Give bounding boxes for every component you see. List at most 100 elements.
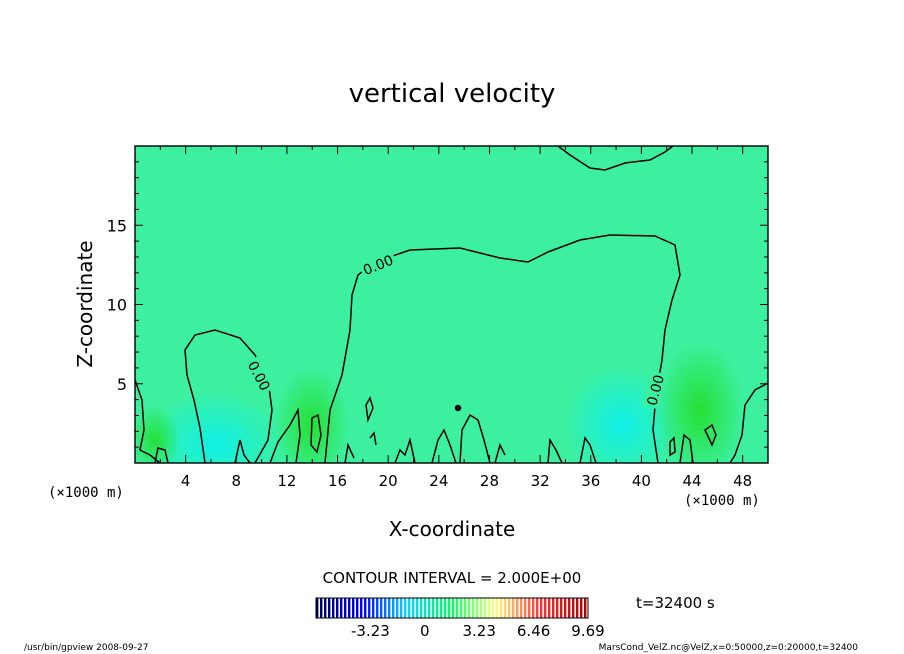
colorbar-cell <box>324 598 327 618</box>
contour-top-right <box>557 146 674 171</box>
x-axis-ticks: 4 8 12 16 20 24 28 32 36 40 44 48 <box>159 146 752 490</box>
x-tick-label: 16 <box>328 472 347 490</box>
colorbar-cell <box>540 598 543 618</box>
colorbar-cell <box>512 598 515 618</box>
colorbar-cell <box>476 598 479 618</box>
colorbar-cell <box>488 598 491 618</box>
footer-left: /usr/bin/gpview 2008-09-27 <box>24 643 148 653</box>
colorbar-cell <box>568 598 571 618</box>
x-unit-right: (×1000 m) <box>684 493 760 509</box>
zero-contours <box>135 146 768 463</box>
colorbar-cell <box>480 598 483 618</box>
contour-label-bg <box>641 370 668 410</box>
field-blob-updraft-1 <box>274 365 350 463</box>
colorbar-cell <box>456 598 459 618</box>
x-tick-label: 24 <box>429 472 448 490</box>
colorbar-cell <box>572 598 575 618</box>
colorbar-cell <box>344 598 347 618</box>
colorbar-cell <box>364 598 367 618</box>
contour-left-arch <box>184 329 273 463</box>
contour-wiggles <box>154 413 694 463</box>
colorbar-tick-label: 6.46 <box>517 622 550 640</box>
colorbar-cell <box>448 598 451 618</box>
colorbar-cell <box>392 598 395 618</box>
colorbar-frame <box>315 597 589 619</box>
colorbar-tick-label: 9.69 <box>571 622 604 640</box>
colorbar-cell <box>428 598 431 618</box>
x-tick-label: 44 <box>682 472 701 490</box>
time-label: t=32400 s <box>636 594 715 612</box>
colorbar-cell <box>460 598 463 618</box>
colorbar-cell <box>484 598 487 618</box>
colorbar-cell <box>464 598 467 618</box>
contour-small-1 <box>269 407 301 463</box>
colorbar-cell <box>372 598 375 618</box>
colorbar-cell <box>408 598 411 618</box>
colorbar-cell <box>564 598 567 618</box>
colorbar-cell <box>380 598 383 618</box>
colorbar-cell <box>472 598 475 618</box>
colorbar-cell <box>360 598 363 618</box>
y-axis-ticks: 5 10 15 <box>107 161 768 448</box>
contour-small-5 <box>669 436 676 457</box>
colorbar-tick-label: 0 <box>420 622 430 640</box>
field-blob-updraft-2 <box>655 340 745 463</box>
colorbar-cell <box>500 598 503 618</box>
x-tick-label: 36 <box>581 472 600 490</box>
colorbar-cell <box>400 598 403 618</box>
colorbar-cell <box>556 598 559 618</box>
x-tick-label: 40 <box>632 472 651 490</box>
colorbar-cell <box>452 598 455 618</box>
colorbar-cell <box>388 598 391 618</box>
y-axis-label: Z-coordinate <box>73 240 97 367</box>
colorbar-cell <box>416 598 419 618</box>
contour-label-bg <box>243 355 276 396</box>
colorbar-cell <box>548 598 551 618</box>
y-tick-label: 5 <box>117 375 127 394</box>
colorbar-cell <box>544 598 547 618</box>
colorbar-cell <box>352 598 355 618</box>
colorbar-cell <box>516 598 519 618</box>
colorbar-cell <box>440 598 443 618</box>
colorbar-cell <box>552 598 555 618</box>
colorbar-cell <box>444 598 447 618</box>
contour-label-bg <box>358 249 398 280</box>
colorbar-tick-label: -3.23 <box>351 622 390 640</box>
contour-small-3 <box>365 396 374 423</box>
colorbar-cell <box>396 598 399 618</box>
plot-area <box>135 146 768 463</box>
x-tick-label: 20 <box>379 472 398 490</box>
colorbar-cell <box>424 598 427 618</box>
colorbar-cell <box>404 598 407 618</box>
colorbar-cell <box>524 598 527 618</box>
colorbar-cell <box>432 598 435 618</box>
colorbar-cell <box>356 598 359 618</box>
colorbar-cell <box>528 598 531 618</box>
contour-label: 0.00 <box>645 373 669 407</box>
colorbar-cell <box>584 598 587 618</box>
colorbar-cell <box>328 598 331 618</box>
colorbar-cell <box>420 598 423 618</box>
field-blob-updraft-3 <box>135 405 180 463</box>
x-tick-label: 48 <box>733 472 752 490</box>
chart-title: vertical velocity <box>349 79 556 109</box>
x-tick-label: 4 <box>181 472 191 490</box>
x-tick-label: 32 <box>531 472 550 490</box>
contour-small-4 <box>704 423 717 447</box>
colorbar-cell <box>576 598 579 618</box>
colorbar-cell <box>340 598 343 618</box>
field-blob-downdraft-1 <box>145 390 285 463</box>
colorbar-tick-label: 3.23 <box>462 622 495 640</box>
colorbar-cell <box>520 598 523 618</box>
contour-dot <box>454 404 462 412</box>
colorbar-cell <box>436 598 439 618</box>
colorbar-cell <box>412 598 415 618</box>
y-tick-label: 15 <box>107 216 127 235</box>
colorbar-cell <box>320 598 323 618</box>
y-tick-label: 10 <box>107 296 127 315</box>
contour-right-edge <box>729 382 768 463</box>
colorbar-cell <box>348 598 351 618</box>
x-unit-left: (×1000 m) <box>48 485 124 501</box>
colorbar-cell <box>508 598 511 618</box>
